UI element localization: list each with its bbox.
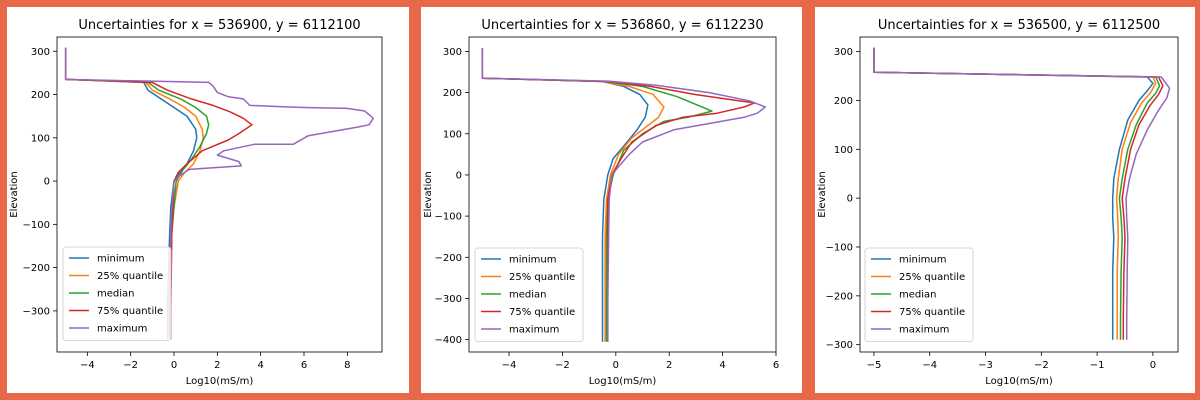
chart3-y-tick-label: 0 xyxy=(847,194,853,205)
chart2-x-axis-label: Log10(mS/m) xyxy=(589,376,657,387)
chart3-y-axis-label: Elevation xyxy=(817,171,828,217)
chart1-axes-frame xyxy=(56,36,383,353)
chart2-title: Uncertainties for x = 536860, y = 611223… xyxy=(481,18,763,33)
chart1-x-tick-label: 8 xyxy=(344,360,350,371)
chart1-series-line-75-quantile xyxy=(64,47,253,339)
chart3-legend-label: 25% quantile xyxy=(899,272,965,283)
chart3-x-tick-label: −5 xyxy=(867,360,882,371)
chart3-legend-label: median xyxy=(899,290,937,301)
chart2-legend-label: minimum xyxy=(509,255,556,266)
chart2-y-tick-label: 0 xyxy=(456,170,462,181)
chart1-legend-box xyxy=(62,246,172,341)
chart3-axes-frame xyxy=(859,36,1179,353)
chart2-x-tick-label: −2 xyxy=(555,360,570,371)
chart3-legend-box xyxy=(864,247,974,342)
chart1-y-tick-label: −300 xyxy=(23,306,50,317)
chart1-x-tick-label: 6 xyxy=(301,360,307,371)
chart3-y-tick-label: −200 xyxy=(826,291,853,302)
chart-panel-1: Uncertainties for x = 536900, y = 611210… xyxy=(7,7,409,393)
chart1-y-tick-label: −100 xyxy=(23,220,50,231)
chart-2: Uncertainties for x = 536860, y = 611223… xyxy=(423,18,779,387)
chart2-series-line-25-quantile xyxy=(481,48,665,342)
chart2-legend-label: 75% quantile xyxy=(509,307,575,318)
chart1-title: Uncertainties for x = 536900, y = 611210… xyxy=(78,18,360,33)
chart1-x-tick-label: 2 xyxy=(214,360,220,371)
chart1-legend-label: 75% quantile xyxy=(97,306,163,317)
chart-panel-3: Uncertainties for x = 536500, y = 611250… xyxy=(815,7,1195,393)
chart3-legend-label: minimum xyxy=(899,255,946,266)
chart3-y-tick-label: 100 xyxy=(834,145,853,156)
chart2-legend-label: 25% quantile xyxy=(509,272,575,283)
chart2-y-axis-label: Elevation xyxy=(423,171,434,217)
chart2-x-tick-label: 4 xyxy=(719,360,725,371)
chart3-legend-label: maximum xyxy=(899,325,949,336)
chart1-x-tick-label: −4 xyxy=(80,360,95,371)
chart2-legend-label: median xyxy=(509,290,547,301)
chart3-x-tick-label: −1 xyxy=(1090,360,1105,371)
chart1-y-tick-label: 0 xyxy=(44,177,50,188)
chart3-series-line-minimum xyxy=(873,47,1154,340)
chart2-x-tick-label: 2 xyxy=(666,360,672,371)
chart2-x-tick-label: 0 xyxy=(613,360,619,371)
chart2-y-tick-label: −400 xyxy=(435,335,462,346)
chart1-y-tick-label: −200 xyxy=(23,263,50,274)
chart3-x-tick-label: −3 xyxy=(978,360,993,371)
chart2-x-tick-label: −4 xyxy=(502,360,517,371)
chart3-x-tick-label: 0 xyxy=(1150,360,1156,371)
chart2-y-tick-label: 200 xyxy=(443,88,462,99)
chart3-y-tick-label: 200 xyxy=(834,96,853,107)
chart2-y-tick-label: 300 xyxy=(443,47,462,58)
chart3-x-axis-label: Log10(mS/m) xyxy=(985,376,1053,387)
chart1-x-tick-label: −2 xyxy=(123,360,138,371)
chart3-title: Uncertainties for x = 536500, y = 611250… xyxy=(878,18,1160,33)
chart2-series-line-maximum xyxy=(481,48,767,342)
chart1-legend: minimum 25% quantile median 75% quantile max… xyxy=(62,246,172,341)
chart1-x-axis-label: Log10(mS/m) xyxy=(186,376,254,387)
chart3-y-tick-label: −100 xyxy=(826,243,853,254)
chart3-series-line-maximum xyxy=(873,47,1171,340)
chart1-legend-label: median xyxy=(97,289,135,300)
chart1-series-line-maximum xyxy=(64,47,375,339)
chart3-x-tick-label: −2 xyxy=(1034,360,1049,371)
chart3-series-line-25-quantile xyxy=(873,47,1157,340)
chart1-y-tick-label: 300 xyxy=(31,47,50,58)
chart1-y-tick-label: 100 xyxy=(31,133,50,144)
chart2-axes-frame xyxy=(468,36,777,353)
chart1-legend-label: maximum xyxy=(97,324,147,335)
chart2-y-tick-label: −100 xyxy=(435,212,462,223)
chart3-x-tick-label: −4 xyxy=(922,360,937,371)
chart2-y-tick-label: 100 xyxy=(443,129,462,140)
chart1-x-tick-label: 4 xyxy=(257,360,263,371)
chart2-legend-label: maximum xyxy=(509,325,559,336)
chart2-x-tick-label: 6 xyxy=(773,360,779,371)
chart3-y-tick-label: 300 xyxy=(834,47,853,58)
chart3-y-tick-label: −300 xyxy=(826,340,853,351)
chart-3: Uncertainties for x = 536500, y = 611250… xyxy=(817,18,1179,387)
chart1-x-tick-label: 0 xyxy=(171,360,177,371)
chart2-legend: minimum 25% quantile median 75% quantile max… xyxy=(474,247,584,342)
chart3-legend: minimum 25% quantile median 75% quantile max… xyxy=(864,247,974,342)
chart3-series-line-median xyxy=(873,47,1161,340)
chart-1: Uncertainties for x = 536900, y = 611210… xyxy=(9,18,383,387)
chart1-legend-label: minimum xyxy=(97,254,144,265)
chart1-series-line-minimum xyxy=(64,47,198,339)
chart2-y-tick-label: −200 xyxy=(435,253,462,264)
chart1-legend-label: 25% quantile xyxy=(97,271,163,282)
chart3-legend-label: 75% quantile xyxy=(899,307,965,318)
chart3-series-line-75-quantile xyxy=(873,47,1164,340)
chart1-y-axis-label: Elevation xyxy=(9,171,20,217)
chart-panel-2: Uncertainties for x = 536860, y = 611223… xyxy=(421,7,802,393)
chart2-y-tick-label: −300 xyxy=(435,294,462,305)
chart2-legend-box xyxy=(474,247,584,342)
chart1-y-tick-label: 200 xyxy=(31,90,50,101)
